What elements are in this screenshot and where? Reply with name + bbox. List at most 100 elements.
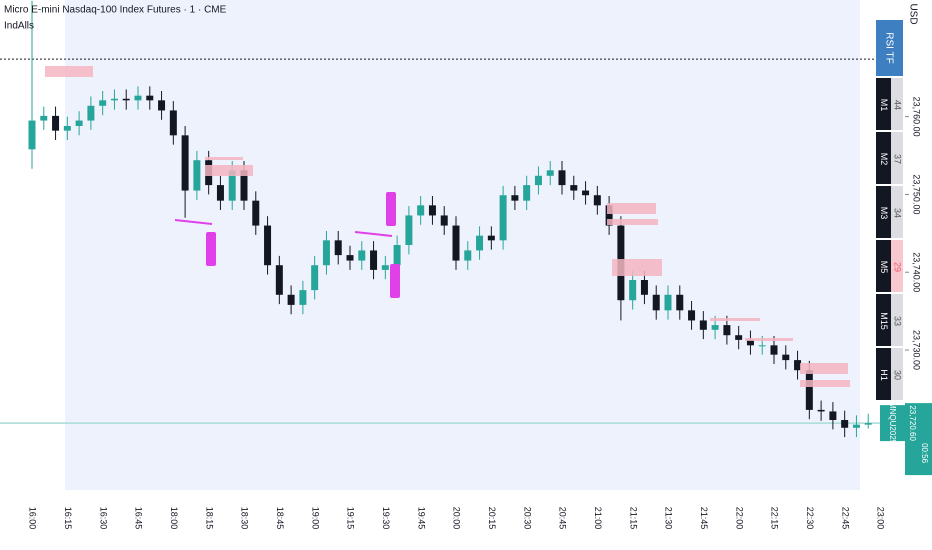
zone [205,165,253,176]
table-cell [876,78,891,130]
candle-body [275,265,283,295]
table-tf: M3 [879,207,889,220]
x-tick-label: 21:30 [664,507,674,530]
candle-body [746,339,754,346]
candle-body [228,170,236,201]
candle-body [864,423,872,425]
zone [800,363,848,374]
candle-body [311,265,319,291]
table-cell [891,348,903,400]
x-tick-label: 20:30 [522,507,532,530]
candle-body [640,280,648,295]
table-cell [876,294,891,346]
x-tick-label: 19:45 [416,507,426,530]
table-cell [876,132,891,184]
candle-body [63,126,71,131]
table-cell [876,348,891,400]
candle-body [841,420,849,428]
table-tf: M15 [879,312,889,330]
candle-body [546,170,554,176]
x-tick-label: 20:45 [558,507,568,530]
indicator-name: IndAlls [4,21,34,32]
table-value: 44 [893,100,903,110]
zone [45,66,93,77]
marker [390,264,400,298]
zone [607,203,656,214]
x-tick-label: 20:15 [487,507,497,530]
symbol-tag-label: MNQU2025 [888,402,897,445]
candle-body [782,354,790,361]
x-tick-label: 21:00 [593,507,603,530]
x-tick-label: 22:15 [770,507,780,530]
candle-body [370,250,378,270]
x-tick-label: 21:15 [628,507,638,530]
x-tick-label: 23:00 [876,507,886,530]
y-tick-label: 23,750.00 [912,174,922,214]
candle-body [346,255,354,261]
candle-body [252,200,260,226]
candle-body [723,325,731,336]
y-tick-label: 23,760.00 [912,97,922,137]
candle-body [287,294,295,305]
candle-body [511,195,519,201]
candle-body [711,325,719,330]
currency: USD [907,3,918,24]
candle-body [593,195,601,206]
zone [607,219,658,225]
table-cell [891,294,903,346]
candle-body [381,265,389,270]
table-cell [891,240,903,292]
zones [45,66,850,387]
candle-body [487,235,495,241]
zone [800,380,850,387]
candle-body [28,120,36,150]
candle-body [122,98,130,101]
candle-body [40,115,48,121]
candle-body [688,310,696,321]
table-value: 37 [893,154,903,164]
zone [205,157,243,160]
table-cell [891,186,903,238]
x-tick-label: 16:30 [98,507,108,530]
zone [710,318,760,321]
table-cell [891,78,903,130]
table-value: 33 [893,316,903,326]
candle-body [770,345,778,355]
candle-body [476,235,484,251]
rsi-table: RSI TF M1 44 M2 37 M3 34 M5 29 M15 33 H1 30 [876,20,903,400]
candle-body [652,294,660,311]
candle-body [558,170,566,186]
x-tick-label: 19:30 [381,507,391,530]
x-tick-label: 16:00 [28,507,38,530]
candle-body [52,115,60,131]
candle-body [358,250,366,261]
table-header-label: RSI TF [883,32,894,63]
table-value: 30 [893,370,903,380]
candle-body [582,190,590,196]
candle-body [216,185,224,201]
marker [386,192,396,226]
candle-body [428,205,436,216]
price-tag [905,403,932,476]
table-cell [876,240,891,292]
chart-title: Micro E-mini Nasdaq-100 Index Futures · … [4,5,227,16]
axes: 16:00 16:15 16:30 16:45 18:00 18:15 18:30 18:45… [28,97,932,530]
candle-body [334,240,342,256]
session-background [65,0,860,490]
candle-body [817,409,825,412]
x-tick-label: 19:15 [346,507,356,530]
candle-body [417,205,425,216]
candle-body [735,335,743,340]
candle-body [169,110,177,136]
candle-body [75,120,83,126]
x-tick-label: 21:45 [699,507,709,530]
symbol-tag [880,405,905,442]
candle-body [629,280,637,301]
x-tick-label: 16:15 [63,507,73,530]
x-tick-label: 18:15 [204,507,214,530]
x-tick-label: 16:45 [134,507,144,530]
x-tick-label: 18:00 [169,507,179,530]
candle-body [523,185,531,201]
candle-body [440,215,448,226]
